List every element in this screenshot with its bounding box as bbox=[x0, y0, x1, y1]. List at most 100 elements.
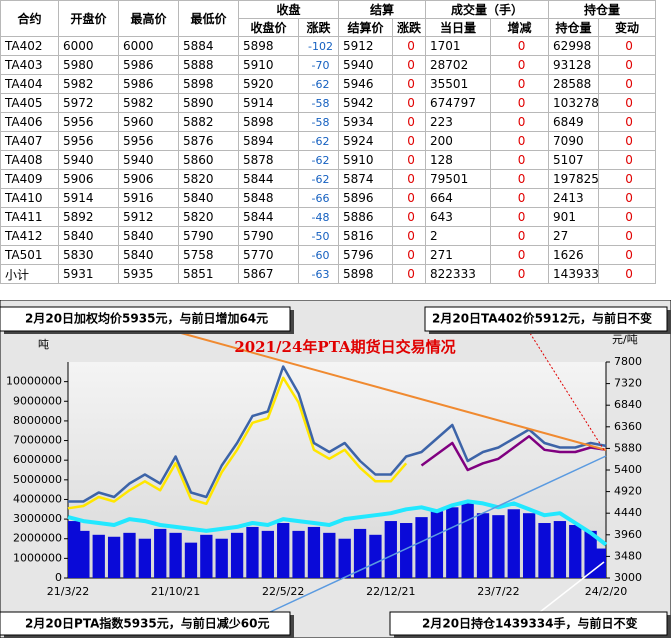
column-header: 增减 bbox=[490, 18, 550, 37]
annotation: 2月20日持仓1439334手，与前日不变 bbox=[389, 611, 671, 638]
table-cell: 5934 bbox=[338, 112, 394, 132]
table-cell: 5906 bbox=[118, 169, 179, 189]
y2-tick-label: 7320 bbox=[614, 377, 642, 390]
table-cell: -48 bbox=[297, 207, 340, 227]
table-cell: 271 bbox=[425, 245, 492, 265]
volume-bar bbox=[169, 532, 182, 578]
table-cell: 674797 bbox=[425, 93, 492, 113]
table-cell: 6000 bbox=[118, 36, 179, 56]
table-cell: 5940 bbox=[338, 55, 394, 75]
volume-bar bbox=[107, 536, 121, 578]
table-cell: 5920 bbox=[238, 74, 299, 94]
volume-bar bbox=[584, 530, 597, 578]
table-cell: 0 bbox=[392, 93, 427, 113]
table-cell: TA410 bbox=[0, 188, 59, 208]
table-cell: 5898 bbox=[178, 74, 239, 94]
marks: 0 1000000 2000000 3000000 4000000 5000000 6000… bbox=[6, 355, 642, 598]
table-cell: 0 bbox=[392, 188, 427, 208]
annotation: 2月20日PTA指数5935元，与前日减少60元 bbox=[0, 611, 294, 638]
table-cell: 5956 bbox=[58, 112, 119, 132]
table-cell: 0 bbox=[490, 226, 550, 246]
table-cell: 5840 bbox=[58, 226, 119, 246]
table-cell: TA406 bbox=[0, 112, 59, 132]
table-cell: 5844 bbox=[238, 207, 299, 227]
column-header: 结算 bbox=[338, 0, 427, 19]
table-cell: 0 bbox=[392, 55, 427, 75]
table-cell: -50 bbox=[297, 226, 340, 246]
header-row: 收盘价 涨跌 结算价 涨跌 当日量 增减 持仓量 变动 bbox=[1, 18, 657, 37]
table-cell: 5912 bbox=[338, 36, 394, 56]
table-cell: 643 bbox=[425, 207, 492, 227]
table-cell: 28702 bbox=[425, 55, 492, 75]
column-header: 最低价 bbox=[178, 0, 239, 37]
y2-tick-label: 6840 bbox=[614, 398, 642, 411]
series-line bbox=[68, 365, 607, 503]
table-cell: 5940 bbox=[58, 150, 119, 170]
table-cell: 5946 bbox=[338, 74, 394, 94]
y2-tick-label: 5400 bbox=[614, 463, 642, 476]
table-cell: 0 bbox=[392, 150, 427, 170]
y-tick-label: 2000000 bbox=[13, 532, 62, 545]
volume-bar bbox=[553, 521, 567, 578]
table-cell: -62 bbox=[297, 150, 340, 170]
table-cell: 0 bbox=[598, 131, 657, 151]
table-cell: 2 bbox=[425, 226, 492, 246]
table-cell: 5886 bbox=[338, 207, 394, 227]
table-cell: 62998 bbox=[548, 36, 600, 56]
table-cell: 0 bbox=[490, 112, 550, 132]
column-header: 开盘价 bbox=[58, 0, 119, 37]
table-cell: 5851 bbox=[178, 264, 239, 284]
table-row: TA408 5940 5940 5860 5878 -62 5910 0 128 0 5107 0 bbox=[0, 150, 657, 170]
table-cell: 27 bbox=[548, 226, 600, 246]
table-cell: 5940 bbox=[118, 150, 179, 170]
annotation: 2月20日加权均价5935元，与前日增加64元 bbox=[0, 306, 294, 334]
table-cell: 0 bbox=[490, 188, 550, 208]
volume-bar bbox=[569, 524, 582, 578]
volume-bar bbox=[123, 532, 136, 578]
annotation-text: 2月20日PTA指数5935元，与前日减少60元 bbox=[25, 616, 269, 631]
y2-tick-label: 4440 bbox=[614, 506, 642, 519]
table-cell: 1032782 bbox=[548, 93, 600, 113]
table-cell: TA409 bbox=[0, 169, 59, 189]
table-cell: 5980 bbox=[58, 55, 119, 75]
x-tick-label: 21/10/21 bbox=[151, 585, 200, 598]
y-tick-label: 8000000 bbox=[13, 414, 62, 427]
table-cell: 0 bbox=[490, 207, 550, 227]
table-cell: 5972 bbox=[58, 93, 119, 113]
table-cell: 5758 bbox=[178, 245, 239, 265]
table-cell: -62 bbox=[297, 131, 340, 151]
table-cell: 0 bbox=[598, 55, 657, 75]
table-cell: 5894 bbox=[238, 131, 299, 151]
table-cell: -58 bbox=[297, 112, 340, 132]
annotation-text: 2月20日TA402价5912元，与前日不变 bbox=[432, 311, 652, 326]
table-cell: 901 bbox=[548, 207, 600, 227]
series-line bbox=[67, 499, 608, 547]
table-cell: 0 bbox=[598, 207, 657, 227]
header-row: 合约 开盘价 最高价 最低价 收盘 结算 成交量（手） 持仓量 bbox=[0, 0, 657, 37]
quote-table: 合约 开盘价 最高价 最低价 收盘 结算 成交量（手） 持仓量 收盘价 涨跌 结算价 涨跌 当日量 增减持… bbox=[0, 0, 657, 284]
table-cell: TA404 bbox=[0, 74, 59, 94]
table-row: TA403 5980 5986 5888 5910 -70 5940 0 28702 0 93128… bbox=[0, 55, 657, 75]
volume-bar bbox=[323, 532, 336, 578]
table-cell: 5982 bbox=[118, 93, 179, 113]
table-cell: 0 bbox=[490, 131, 550, 151]
y-tick-label: 1000000 bbox=[13, 551, 62, 564]
table-cell: 5898 bbox=[238, 112, 299, 132]
table-cell: 93128 bbox=[548, 55, 600, 75]
x-tick-label: 23/7/22 bbox=[477, 585, 519, 598]
table-row: TA406 5956 5960 5882 5898 -58 5934 0 223 0 6849 0 bbox=[0, 112, 657, 132]
table-cell: 6849 bbox=[548, 112, 600, 132]
y2-tick-label: 5880 bbox=[614, 441, 642, 454]
volume-bar bbox=[277, 523, 290, 578]
annotation: 2月20日TA402价5912元，与前日不变 bbox=[424, 306, 671, 334]
annotation-text: 2月20日加权均价5935元，与前日增加64元 bbox=[25, 311, 268, 326]
table-cell: 2413 bbox=[548, 188, 600, 208]
column-header: 持仓量 bbox=[548, 18, 600, 37]
table-row: TA405 5972 5982 5890 5914 -58 5942 0 674797 0 1032… bbox=[0, 93, 657, 113]
table-cell: 79501 bbox=[425, 169, 492, 189]
table-row: TA412 5840 5840 5790 5790 -50 5816 0 2 0 27 0 bbox=[0, 226, 657, 246]
table-row: 小计5931593558515867-635898082233301439334… bbox=[0, 264, 657, 284]
pointer-line bbox=[539, 561, 605, 613]
x-tick-label: 22/12/21 bbox=[366, 585, 415, 598]
table-cell: 0 bbox=[392, 169, 427, 189]
